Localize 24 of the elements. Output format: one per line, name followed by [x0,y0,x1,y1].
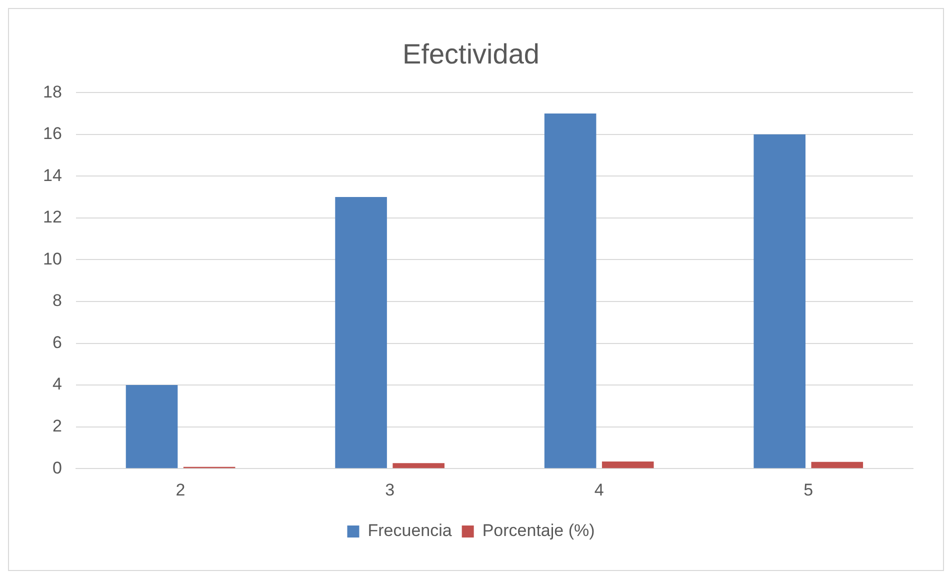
bar [754,134,806,468]
y-tick-label: 10 [42,249,62,268]
y-tick-label: 8 [52,291,62,310]
x-tick-label: 5 [804,480,814,500]
legend-label: Frecuencia [368,521,452,540]
y-tick-label: 0 [52,458,62,478]
y-tick-label: 4 [52,374,62,394]
y-tick-label: 2 [52,416,62,436]
x-tick-label: 4 [594,480,604,500]
y-tick-label: 18 [42,82,62,102]
bar [602,462,654,468]
y-tick-label: 12 [42,208,62,227]
chart-title: Efectividad [402,38,540,70]
bar [335,197,387,468]
bar [811,462,864,468]
x-tick-label: 3 [385,480,395,500]
bar [544,113,596,468]
bar [392,463,444,468]
x-tick-label: 2 [176,480,186,500]
bar [126,385,178,468]
y-tick-label: 14 [42,166,62,185]
y-tick-label: 16 [42,124,62,144]
y-tick-label: 6 [52,332,62,352]
legend-label: Porcentaje (%) [482,521,595,540]
